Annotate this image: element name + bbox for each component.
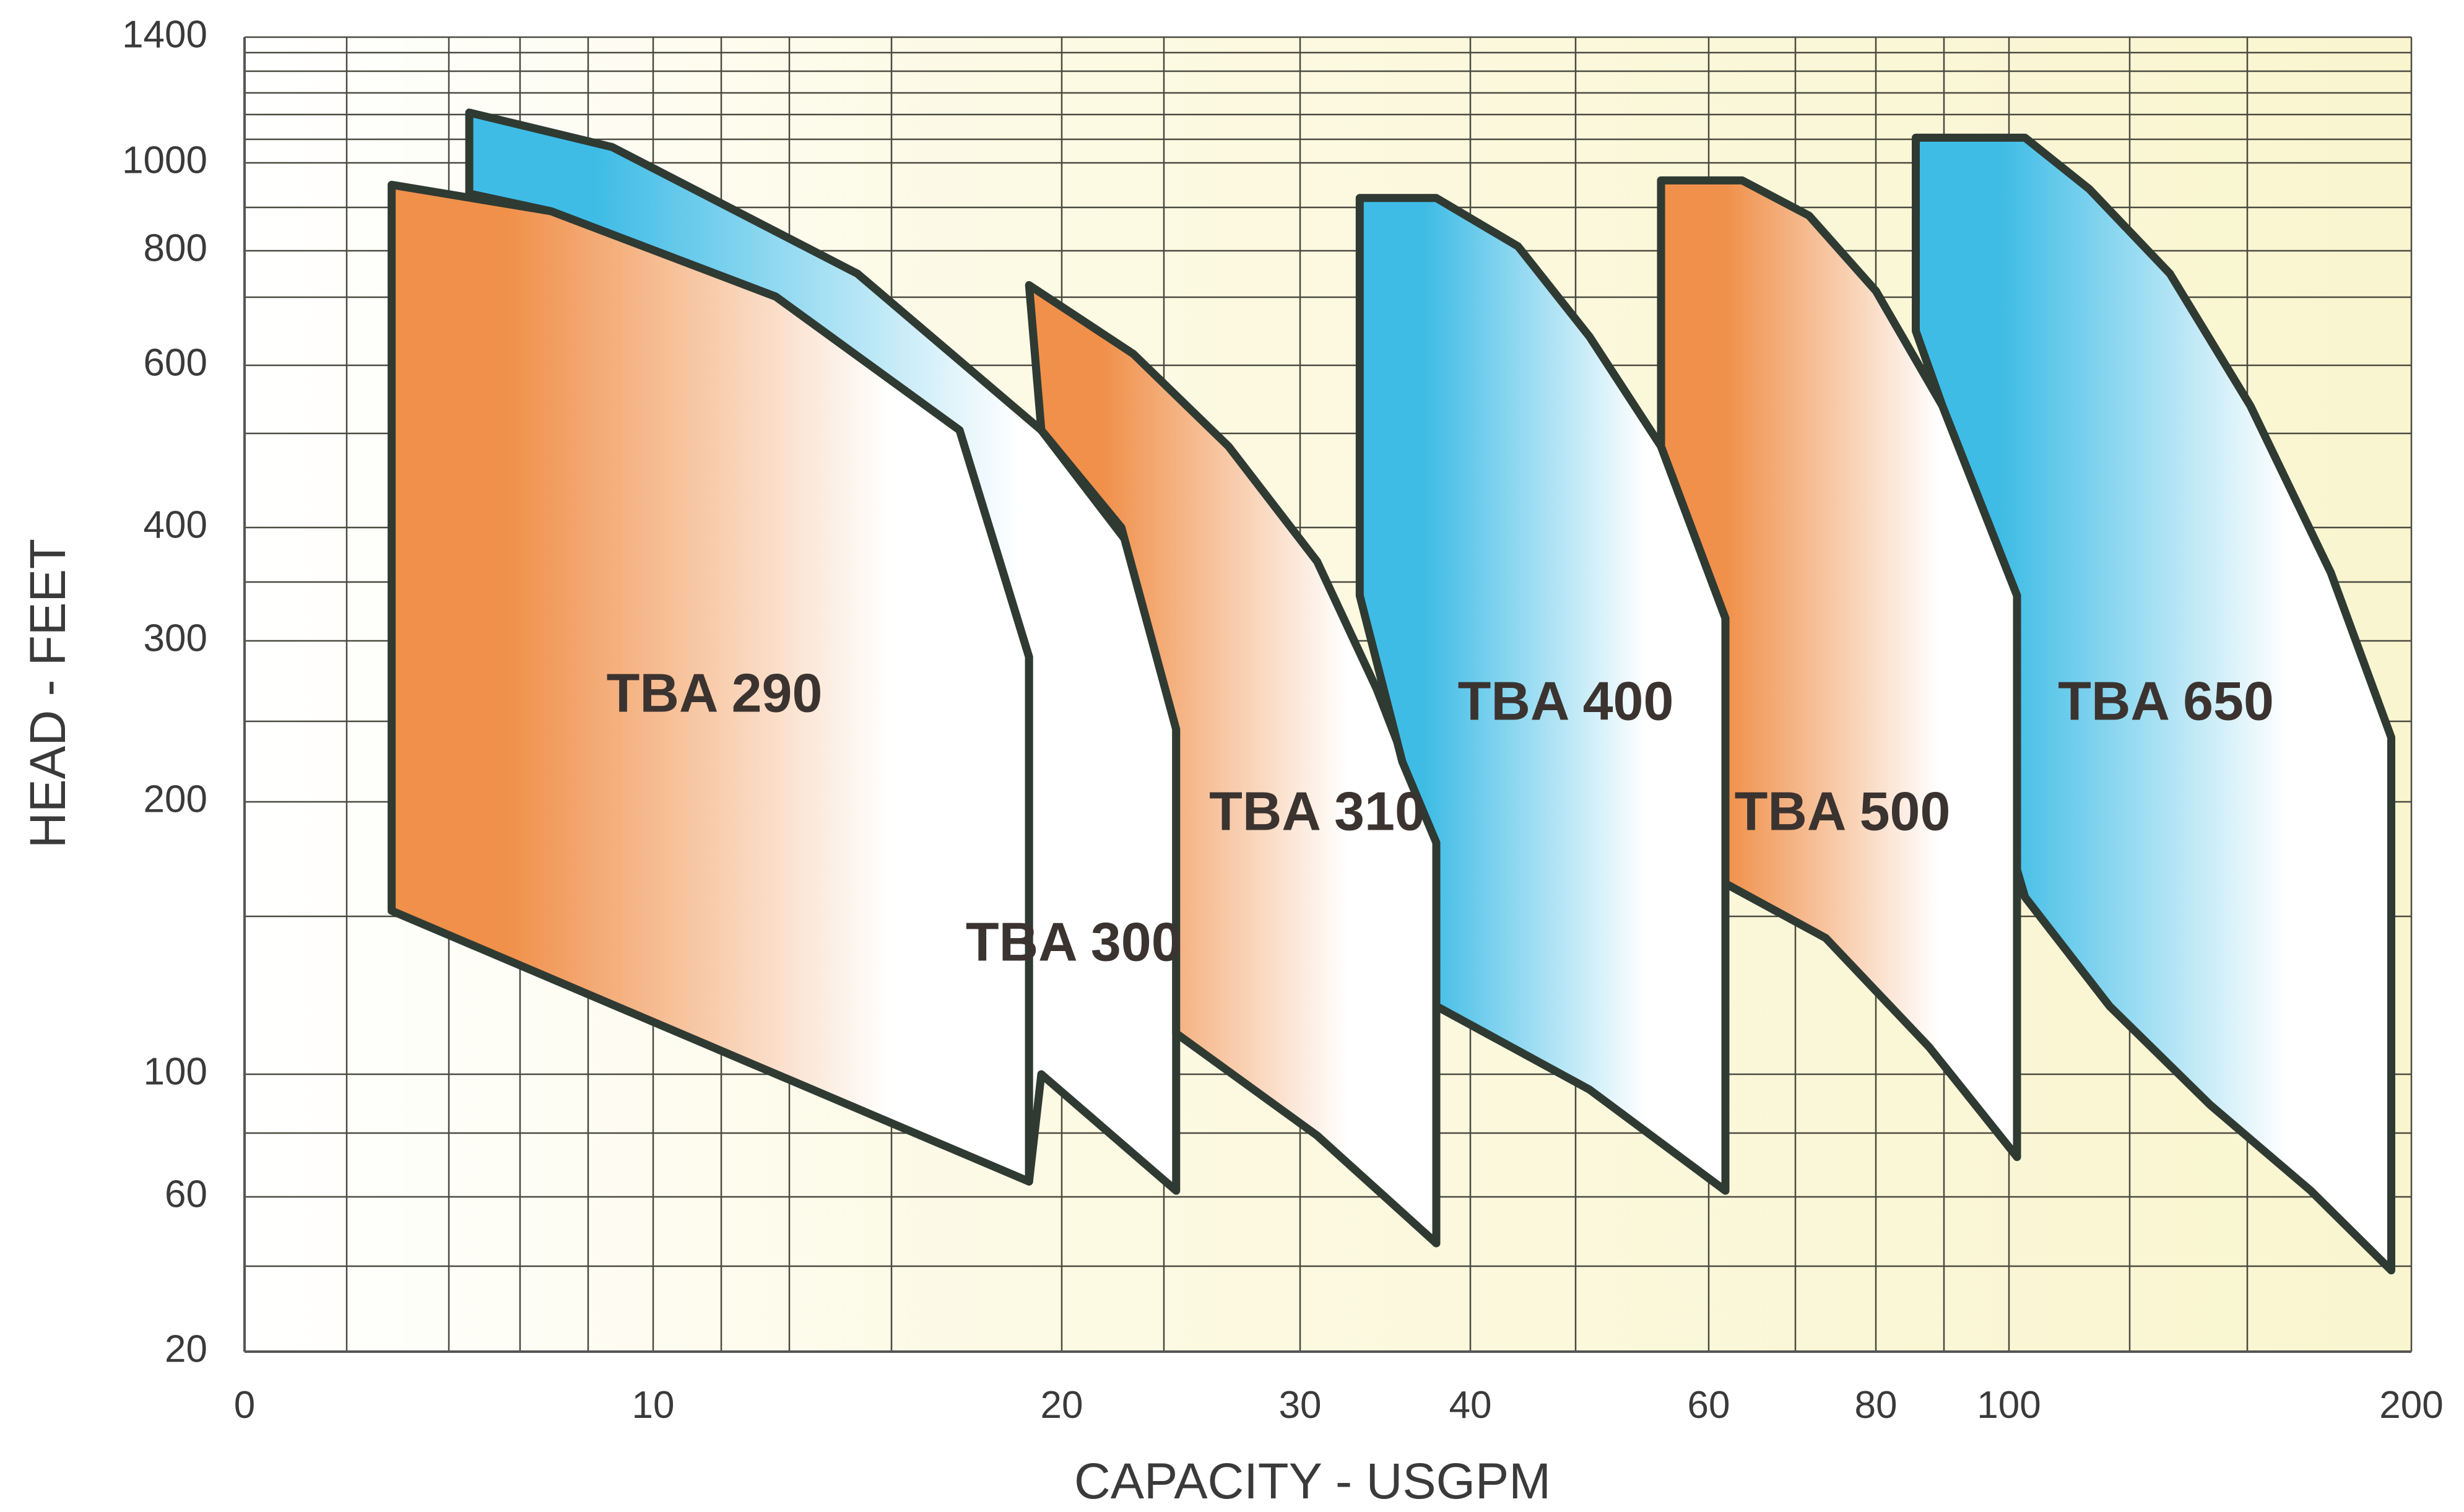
y-axis-title: HEAD - FEET [20, 539, 76, 848]
x-tick-label: 80 [1855, 1384, 1898, 1427]
y-tick-label: 1400 [122, 13, 207, 56]
region-label-tba-300: TBA 300 [966, 911, 1182, 972]
x-tick-label: 30 [1279, 1384, 1322, 1427]
x-tick-label: 200 [2379, 1384, 2443, 1427]
region-labels: TBA 290 TBA 300 TBA 310 TBA 400 TBA 500 TBA 6… [607, 662, 2274, 972]
x-axis-title: CAPACITY - USGPM [1074, 1453, 1551, 1509]
x-tick-label: 40 [1449, 1384, 1492, 1427]
y-tick-label: 800 [144, 227, 207, 269]
y-tick-label: 200 [144, 778, 207, 820]
x-tick-label: 0 [234, 1384, 255, 1427]
region-tba-310 [1025, 281, 1441, 1248]
region-label-tba-310: TBA 310 [1209, 780, 1425, 841]
x-tick-label: 20 [1041, 1384, 1083, 1427]
x-tick-label: 100 [1977, 1384, 2041, 1427]
pump-regions [388, 108, 2395, 1275]
y-tick-label: 1000 [122, 139, 207, 181]
region-label-tba-650: TBA 650 [2058, 670, 2274, 731]
region-label-tba-400: TBA 400 [1458, 670, 1674, 731]
y-tick-label: 20 [165, 1327, 207, 1370]
region-tba-650 [1912, 133, 2395, 1275]
y-tick-label: 100 [144, 1050, 207, 1093]
region-tba-400 [1355, 194, 1730, 1195]
y-tick-label: 600 [144, 341, 207, 384]
x-tick-label: 60 [1688, 1384, 1730, 1427]
tick-labels: 0 10 20 30 40 60 80 100 200 1400 1000 800 600 400 300 2… [122, 13, 2444, 1427]
y-tick-label: 60 [165, 1173, 207, 1215]
y-tick-label: 300 [144, 617, 207, 659]
region-tba-300 [465, 108, 1181, 1195]
region-tba-500 [1657, 176, 2021, 1162]
x-tick-label: 10 [632, 1384, 675, 1427]
y-tick-label: 400 [144, 503, 207, 546]
region-label-tba-500: TBA 500 [1735, 780, 1951, 841]
region-label-tba-290: TBA 290 [607, 662, 823, 723]
